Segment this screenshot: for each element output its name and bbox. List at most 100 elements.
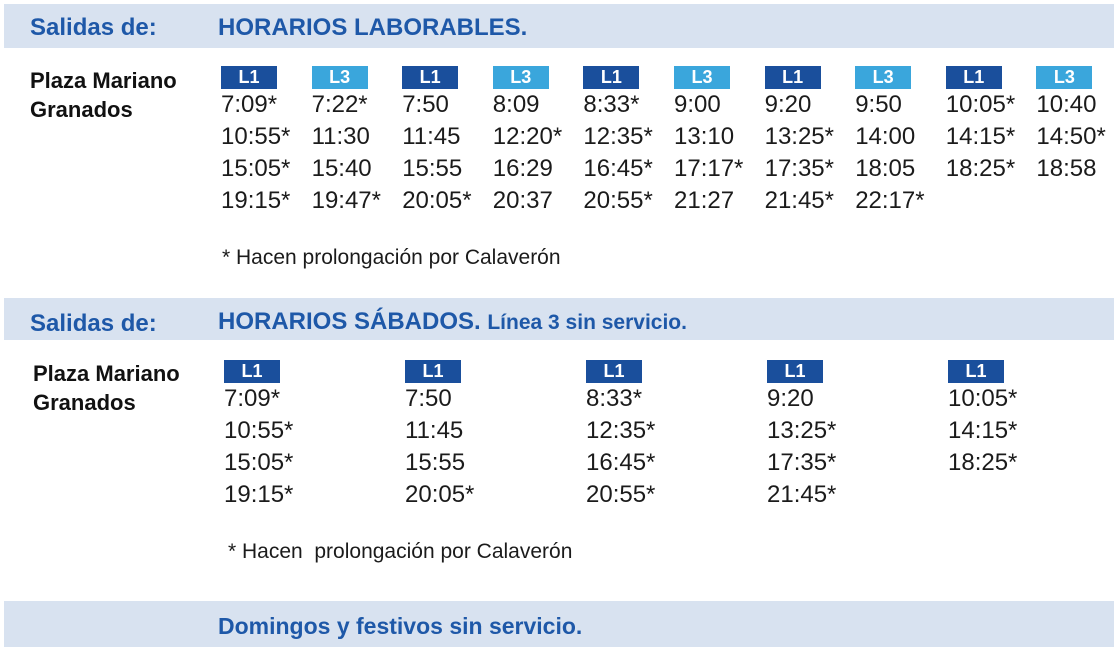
weekday-salidas-label: Salidas de: bbox=[30, 14, 157, 41]
departure-time: 7:09* bbox=[224, 385, 281, 412]
departure-time: 14:00 bbox=[855, 123, 916, 150]
departure-time: 9:50 bbox=[855, 91, 902, 118]
departure-times: 7:22* 11:30 15:40 19:47* bbox=[312, 89, 381, 217]
line-badge-l1: L1 bbox=[402, 66, 459, 89]
departure-time: 20:37 bbox=[492, 187, 553, 214]
departure-time: 13:10 bbox=[674, 123, 735, 150]
departure-time: 11:45 bbox=[405, 417, 464, 444]
departure-times: 8:33* 12:35* 16:45* 20:55* bbox=[583, 89, 652, 217]
weekday-stop-line2: Granados bbox=[30, 97, 133, 122]
departure-time: 7:50 bbox=[402, 91, 449, 118]
departure-time: 10:05* bbox=[945, 91, 1016, 118]
departure-time: 16:29 bbox=[492, 155, 553, 182]
departure-time: 12:20* bbox=[492, 123, 563, 150]
line-badge-l3: L3 bbox=[492, 66, 549, 89]
weekday-column: L1 8:33* 12:35* 16:45* 20:55* bbox=[583, 66, 653, 217]
departure-time: 10:05* bbox=[948, 385, 1018, 412]
weekday-column: L3 9:50 14:00 18:05 22:17* bbox=[855, 66, 925, 217]
line-badge-l3: L3 bbox=[855, 66, 912, 89]
line-badge-l3: L3 bbox=[1036, 66, 1093, 89]
saturday-column: L1 9:20 13:25* 17:35* 21:45* bbox=[767, 360, 836, 511]
departure-time: 10:55* bbox=[224, 417, 294, 444]
weekday-header-band: Salidas de: HORARIOS LABORABLES. bbox=[4, 4, 1114, 48]
departure-time: 15:05* bbox=[224, 449, 294, 476]
departure-time: 21:27 bbox=[674, 187, 735, 214]
line-badge-l3: L3 bbox=[674, 66, 730, 89]
departure-time: 10:40 bbox=[1036, 91, 1097, 118]
departure-time: 12:35* bbox=[586, 417, 656, 444]
departure-times: 7:09* 10:55* 15:05* 19:15* bbox=[221, 89, 290, 217]
weekday-column: L3 10:40 14:50* 18:58 bbox=[1036, 66, 1106, 185]
departure-time: 21:45* bbox=[767, 481, 837, 508]
departure-time: 15:40 bbox=[311, 155, 372, 182]
departure-time: 20:55* bbox=[583, 187, 653, 214]
line-badge-l1: L1 bbox=[767, 360, 823, 383]
departure-times: 7:50 11:45 15:55 20:05* bbox=[405, 383, 474, 511]
departure-time: 19:47* bbox=[311, 187, 381, 214]
weekday-stop-name: Plaza Mariano Granados bbox=[30, 66, 177, 124]
departure-times: 7:09* 10:55* 15:05* 19:15* bbox=[224, 383, 293, 511]
departure-time: 17:35* bbox=[767, 449, 837, 476]
weekday-column: L1 7:09* 10:55* 15:05* 19:15* bbox=[221, 66, 290, 217]
departure-time: 17:35* bbox=[764, 155, 834, 182]
departure-time: 21:45* bbox=[764, 187, 834, 214]
departure-time: 9:00 bbox=[674, 91, 721, 118]
departure-time: 10:55* bbox=[221, 123, 291, 150]
departure-time: 13:25* bbox=[767, 417, 837, 444]
sunday-band: Domingos y festivos sin servicio. bbox=[4, 601, 1114, 647]
departure-times: 10:05* 14:15* 18:25* bbox=[948, 383, 1017, 479]
departure-times: 9:20 13:25* 17:35* 21:45* bbox=[765, 89, 834, 217]
departure-time: 7:22* bbox=[311, 91, 368, 118]
departure-times: 10:40 14:50* 18:58 bbox=[1036, 89, 1105, 185]
departure-time: 16:45* bbox=[586, 449, 656, 476]
departure-time: 17:17* bbox=[674, 155, 744, 182]
weekday-column: L3 9:00 13:10 17:17* 21:27 bbox=[674, 66, 743, 217]
departure-times: 8:09 12:20* 16:29 20:37 bbox=[493, 89, 562, 217]
departure-time: 11:30 bbox=[311, 123, 370, 150]
departure-time: 7:09* bbox=[221, 91, 278, 118]
line-badge-l1: L1 bbox=[764, 66, 821, 89]
departure-time: 18:25* bbox=[948, 449, 1018, 476]
departure-time: 8:09 bbox=[492, 91, 540, 118]
departure-time: 15:55 bbox=[405, 449, 466, 476]
line-badge-l1: L1 bbox=[583, 66, 640, 89]
departure-times: 9:20 13:25* 17:35* 21:45* bbox=[767, 383, 836, 511]
saturday-column: L1 8:33* 12:35* 16:45* 20:55* bbox=[586, 360, 655, 511]
sunday-title: Domingos y festivos sin servicio. bbox=[218, 613, 583, 639]
saturday-title: HORARIOS SÁBADOS. bbox=[218, 308, 481, 335]
weekday-column: L3 8:09 12:20* 16:29 20:37 bbox=[492, 66, 562, 217]
departure-time: 18:25* bbox=[945, 155, 1016, 182]
departure-time: 8:33* bbox=[583, 91, 640, 118]
saturday-column: L1 7:50 11:45 15:55 20:05* bbox=[405, 360, 474, 511]
departure-time: 14:15* bbox=[945, 123, 1016, 150]
departure-time: 18:05 bbox=[855, 155, 916, 182]
weekday-column: L3 7:22* 11:30 15:40 19:47* bbox=[311, 66, 381, 217]
departure-time: 9:20 bbox=[764, 91, 812, 118]
saturday-header-band: Salidas de: HORARIOS SÁBADOS. Línea 3 si… bbox=[4, 298, 1114, 340]
departure-times: 9:50 14:00 18:05 22:17* bbox=[855, 89, 924, 217]
departure-time: 8:33* bbox=[586, 385, 643, 412]
departure-time: 13:25* bbox=[764, 123, 834, 150]
weekday-column: L1 9:20 13:25* 17:35* 21:45* bbox=[764, 66, 834, 217]
departure-time: 14:50* bbox=[1036, 123, 1106, 150]
departure-times: 8:33* 12:35* 16:45* 20:55* bbox=[586, 383, 655, 511]
weekday-title: HORARIOS LABORABLES. bbox=[218, 14, 528, 41]
saturday-subtitle: Línea 3 sin servicio. bbox=[487, 311, 687, 334]
saturday-stop-name: Plaza Mariano Granados bbox=[33, 359, 180, 417]
departure-time: 20:05* bbox=[402, 187, 472, 214]
departure-time: 16:45* bbox=[583, 155, 653, 182]
line-badge-l1: L1 bbox=[405, 360, 461, 383]
line-badge-l1: L1 bbox=[945, 66, 1002, 89]
departure-time: 19:15* bbox=[224, 481, 294, 508]
departure-time: 14:15* bbox=[948, 417, 1018, 444]
departure-time: 9:20 bbox=[767, 385, 814, 412]
line-badge-l1: L1 bbox=[586, 360, 642, 383]
weekday-column: L1 10:05* 14:15* 18:25* bbox=[945, 66, 1016, 185]
departure-times: 7:50 11:45 15:55 20:05* bbox=[402, 89, 471, 217]
saturday-salidas-label: Salidas de: bbox=[30, 310, 157, 337]
weekday-column: L1 7:50 11:45 15:55 20:05* bbox=[402, 66, 472, 217]
departure-times: 9:00 13:10 17:17* 21:27 bbox=[674, 89, 743, 217]
line-badge-l1: L1 bbox=[224, 360, 280, 383]
departure-time: 7:50 bbox=[405, 385, 452, 412]
departure-time: 11:45 bbox=[402, 123, 461, 150]
